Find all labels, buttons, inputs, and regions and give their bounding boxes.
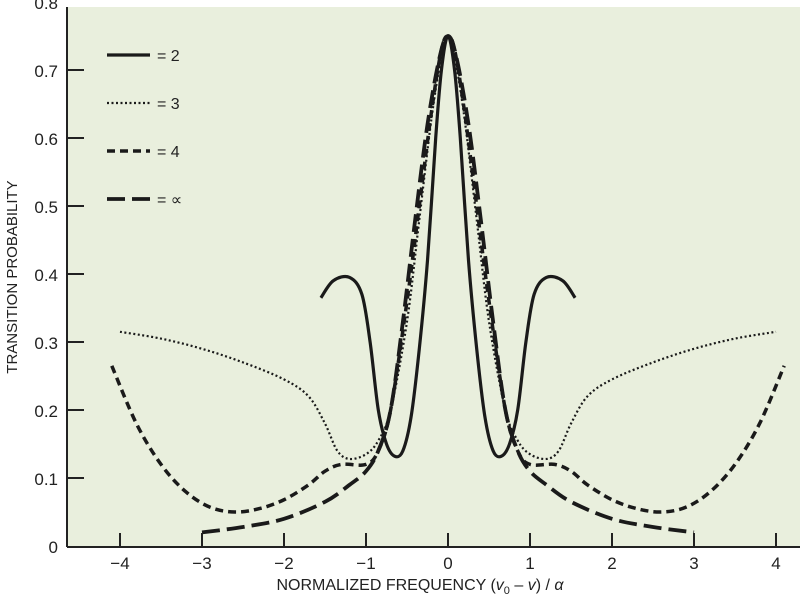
y-tick-label: 0 <box>49 538 58 557</box>
y-tick-label: 0.5 <box>34 198 58 217</box>
series-line-dotted <box>119 34 777 461</box>
y-tick-label: 0.4 <box>34 266 58 285</box>
x-tick-label: −3 <box>192 554 211 573</box>
legend-label: = ∝ <box>157 192 182 209</box>
x-tick-label: 2 <box>607 554 616 573</box>
y-tick-label: 0.8 <box>34 0 58 13</box>
x-label-prefix: NORMALIZED FREQUENCY ( <box>277 577 497 594</box>
legend-label: = 3 <box>157 96 180 113</box>
x-label-v: v <box>528 577 537 594</box>
x-label-v0: v <box>496 577 505 594</box>
y-tick-label: 0.7 <box>34 62 58 81</box>
x-label-sub0: 0 <box>504 585 510 597</box>
y-tick-label: 0.1 <box>34 470 58 489</box>
x-ticks: −4 −3 −2 −1 0 1 2 3 4 <box>110 533 781 573</box>
x-label-close: ) / <box>536 577 555 594</box>
y-tick-label: 0.2 <box>34 402 58 421</box>
legend-label: = 2 <box>157 48 180 65</box>
y-tick-label: 0.6 <box>34 130 58 149</box>
x-tick-label: 3 <box>689 554 698 573</box>
x-axis-label: NORMALIZED FREQUENCY (v0 – v) / α <box>277 577 565 597</box>
x-tick-label: −1 <box>356 554 375 573</box>
y-ticks: 0 0.1 0.2 0.3 0.4 0.5 0.6 0.7 0.8 <box>34 0 84 557</box>
legend: = 2 = 3 = 4 = ∝ <box>107 48 182 209</box>
legend-label: = 4 <box>157 144 180 161</box>
y-tick-label: 0.3 <box>34 334 58 353</box>
curves <box>110 34 786 535</box>
series-line-long-dash <box>201 34 695 535</box>
x-tick-label: −4 <box>110 554 129 573</box>
x-tick-label: 1 <box>525 554 534 573</box>
y-axis-label: TRANSITION PROBABILITY <box>4 180 21 373</box>
x-tick-label: 4 <box>771 554 780 573</box>
x-label-mid: – <box>510 577 528 594</box>
x-tick-label: −2 <box>274 554 293 573</box>
x-label-alpha: α <box>554 577 564 594</box>
x-tick-label: 0 <box>443 554 452 573</box>
